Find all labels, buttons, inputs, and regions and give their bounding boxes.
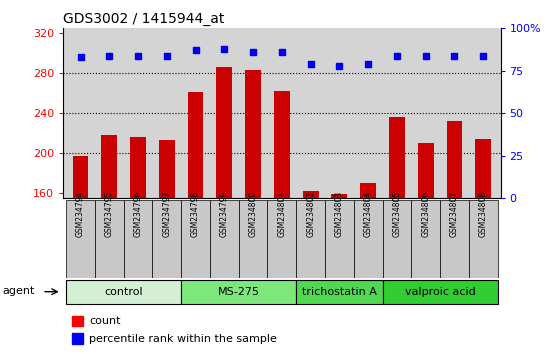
Bar [360,183,376,353]
Bar [73,156,89,353]
Text: GSM234807: GSM234807 [450,191,459,238]
Bar [325,200,354,278]
Text: GSM234796: GSM234796 [134,191,142,238]
Bar [95,200,124,278]
Bar [72,316,83,326]
Point [335,63,344,69]
Bar [383,280,498,304]
Bar [66,280,181,304]
Text: percentile rank within the sample: percentile rank within the sample [90,334,277,344]
Text: GSM234808: GSM234808 [478,191,488,238]
Text: valproic acid: valproic acid [405,287,475,297]
Text: GSM234802: GSM234802 [306,191,315,238]
Text: trichostatin A: trichostatin A [302,287,377,297]
Point [364,61,372,67]
Bar [217,67,232,353]
Bar [239,200,267,278]
Point [421,53,430,58]
Bar [159,140,175,353]
Text: GSM234803: GSM234803 [335,191,344,238]
Text: GSM234804: GSM234804 [364,191,373,238]
Point [277,49,286,55]
Bar [418,143,433,353]
Text: MS-275: MS-275 [218,287,260,297]
Text: GSM234794: GSM234794 [76,191,85,238]
Bar [245,70,261,353]
Bar [302,191,318,353]
Bar [296,200,325,278]
Point [220,46,229,52]
Text: GSM234799: GSM234799 [220,191,229,238]
Bar [354,200,383,278]
Text: GSM234798: GSM234798 [191,191,200,238]
Text: agent: agent [3,286,35,296]
Text: GSM234800: GSM234800 [249,191,257,238]
Point [249,49,257,55]
Bar [332,194,347,353]
Text: GSM234805: GSM234805 [393,191,402,238]
Bar [447,121,463,353]
Bar [152,200,181,278]
Bar [383,200,411,278]
Bar [66,200,95,278]
Bar [267,200,296,278]
Bar [440,200,469,278]
Point [479,53,488,58]
Point [162,53,171,58]
Bar [411,200,440,278]
Bar [210,200,239,278]
Text: GSM234801: GSM234801 [277,191,287,238]
Bar [475,139,491,353]
Text: count: count [90,316,121,326]
Bar [130,137,146,353]
Bar [124,200,152,278]
Bar [181,280,296,304]
Bar [274,91,290,353]
Point [306,61,315,67]
Text: GDS3002 / 1415944_at: GDS3002 / 1415944_at [63,12,224,26]
Point [393,53,402,58]
Point [76,55,85,60]
Bar [101,135,117,353]
Bar [296,280,383,304]
Point [191,47,200,53]
Text: GSM234806: GSM234806 [421,191,430,238]
Bar [389,117,405,353]
Text: GSM234795: GSM234795 [105,191,114,238]
Point [134,53,142,58]
Bar [469,200,498,278]
Point [105,53,114,58]
Bar [181,200,210,278]
Bar [188,92,204,353]
Point [450,53,459,58]
Bar [72,333,83,344]
Text: GSM234797: GSM234797 [162,191,171,238]
Text: control: control [104,287,143,297]
